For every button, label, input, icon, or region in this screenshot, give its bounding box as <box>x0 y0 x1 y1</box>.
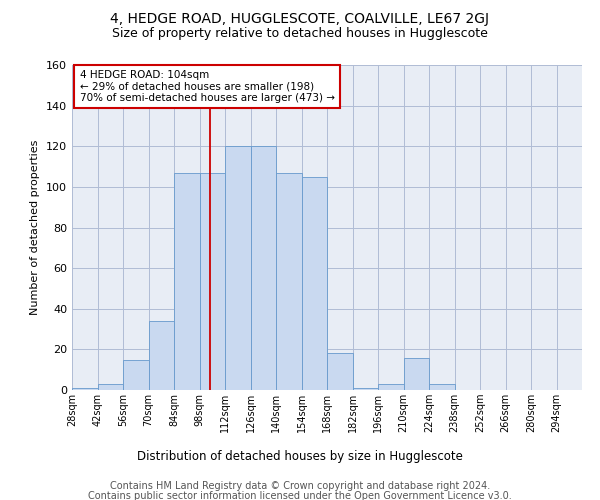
Bar <box>72 388 97 390</box>
Bar <box>276 172 302 390</box>
Text: 4 HEDGE ROAD: 104sqm
← 29% of detached houses are smaller (198)
70% of semi-deta: 4 HEDGE ROAD: 104sqm ← 29% of detached h… <box>80 70 335 103</box>
Bar <box>251 146 276 390</box>
Bar <box>149 321 174 390</box>
Bar <box>327 354 353 390</box>
Text: Contains HM Land Registry data © Crown copyright and database right 2024.: Contains HM Land Registry data © Crown c… <box>110 481 490 491</box>
Bar <box>199 172 225 390</box>
Text: Size of property relative to detached houses in Hugglescote: Size of property relative to detached ho… <box>112 28 488 40</box>
Bar <box>174 172 199 390</box>
Bar <box>97 384 123 390</box>
Text: 4, HEDGE ROAD, HUGGLESCOTE, COALVILLE, LE67 2GJ: 4, HEDGE ROAD, HUGGLESCOTE, COALVILLE, L… <box>110 12 490 26</box>
Text: Contains public sector information licensed under the Open Government Licence v3: Contains public sector information licen… <box>88 491 512 500</box>
Text: Distribution of detached houses by size in Hugglescote: Distribution of detached houses by size … <box>137 450 463 463</box>
Bar <box>353 388 378 390</box>
Bar <box>225 146 251 390</box>
Y-axis label: Number of detached properties: Number of detached properties <box>31 140 40 315</box>
Bar <box>404 358 429 390</box>
Bar <box>378 384 404 390</box>
Bar <box>123 360 149 390</box>
Bar <box>429 384 455 390</box>
Bar <box>302 176 327 390</box>
